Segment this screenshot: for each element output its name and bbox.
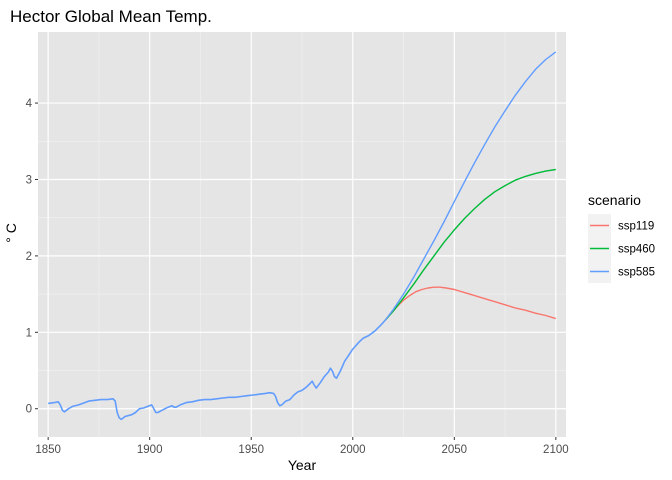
series-line-ssp460 <box>384 168 556 321</box>
legend-title: scenario <box>588 192 641 208</box>
grid-major <box>38 32 566 437</box>
chart-title: Hector Global Mean Temp. <box>10 7 212 26</box>
legend-label-ssp585: ssp585 <box>618 267 655 279</box>
series-line-historical <box>48 319 386 421</box>
y-tick-label: 0 <box>26 404 32 416</box>
x-tick-label: 2100 <box>543 444 569 456</box>
y-tick-label: 1 <box>26 327 32 339</box>
x-axis-title: Year <box>288 457 317 473</box>
legend-label-ssp119: ssp119 <box>618 221 654 233</box>
series-lines <box>48 51 557 421</box>
y-tick-label: 2 <box>26 251 32 263</box>
x-tick-label: 1850 <box>35 444 61 456</box>
x-tick-label: 2000 <box>340 444 366 456</box>
x-tick-label: 2050 <box>442 444 468 456</box>
x-tick-label: 1900 <box>137 444 163 456</box>
y-axis: 0 1 2 3 4 <box>26 98 38 416</box>
grid-minor <box>38 32 566 437</box>
legend-label-ssp460: ssp460 <box>618 244 655 256</box>
y-axis-title: ° C <box>3 223 19 243</box>
x-axis: 1850 1900 1950 2000 2050 2100 <box>35 437 569 456</box>
y-tick-label: 3 <box>26 174 32 186</box>
x-tick-label: 1950 <box>238 444 264 456</box>
series-line-ssp585 <box>384 51 557 321</box>
y-tick-label: 4 <box>26 98 33 110</box>
legend: scenario ssp119 ssp460 ssp585 <box>588 192 655 283</box>
series-line-ssp119 <box>384 286 557 321</box>
